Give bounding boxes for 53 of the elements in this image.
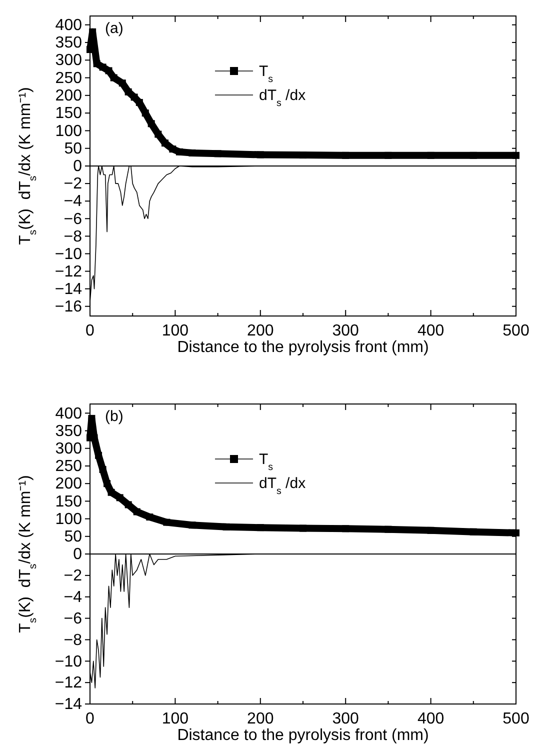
x-tick-label: 400 [417,710,444,728]
x-tick-label: 100 [162,710,189,728]
y-tick-label: −4 [64,588,82,606]
x-tick-label: 0 [86,322,95,340]
x-tick-label: 500 [502,322,530,340]
y-tick-label: 400 [55,16,82,34]
y-tick-label: 50 [64,528,82,546]
text: dT$_{s}$ /dx [259,87,306,108]
y-tick-label: 250 [55,70,82,87]
y-tick-label: 150 [55,493,82,510]
y-tick-label: 250 [55,458,82,476]
y-tick-label: −2 [64,176,82,193]
y-tick-label: −8 [64,632,82,649]
y-tick-label: 300 [55,52,82,70]
chart-title: (b) [105,408,124,425]
legend-label: T$_{s}$ [259,451,274,472]
x-tick-label: 300 [332,710,360,728]
y-tick-label: 350 [55,422,82,440]
y-tick-label: −10 [54,653,82,670]
y-tick-label: 100 [55,122,82,140]
y-tick-label: −14 [54,696,82,714]
x-axis-title: Distance to the pyrolysis front (mm) [177,339,429,356]
y-tick-label: 50 [64,140,82,158]
y-tick-label: −2 [64,568,82,585]
y-tick-label: −12 [54,263,82,280]
y-tick-label: 150 [55,105,82,122]
y-tick-label: 200 [55,476,82,493]
y-tick-label: −12 [54,674,82,692]
text: dT$_{s}$ /dx [259,475,306,496]
y-tick-label: −4 [64,193,82,210]
y-tick-label: −14 [54,280,82,298]
y-tick-label: 100 [55,510,82,528]
chart-title: (a) [105,20,124,37]
y-tick-label: 300 [55,440,82,458]
x-axis-title: Distance to the pyrolysis front (mm) [177,727,429,744]
x-tick-label: 500 [502,710,530,728]
x-tick-label: 200 [247,710,274,728]
y-tick-label: 0 [73,158,82,176]
y-tick-label: 400 [55,405,82,422]
y-tick-label: 200 [55,88,82,105]
y-tick-label: −16 [54,298,82,316]
x-tick-label: 100 [162,322,189,340]
legend-label: T$_{s}$ [259,63,274,84]
y-tick-label: −6 [64,610,82,628]
y-tick-label: 0 [73,546,82,564]
y-tick-label: −6 [64,210,82,228]
x-tick-label: 200 [247,322,274,340]
y-tick-label: 350 [55,34,82,52]
x-tick-label: 400 [417,322,444,340]
x-tick-label: 300 [332,322,360,340]
y-tick-label: −8 [64,228,82,246]
y-tick-label: −10 [54,246,82,263]
x-tick-label: 0 [86,710,95,728]
